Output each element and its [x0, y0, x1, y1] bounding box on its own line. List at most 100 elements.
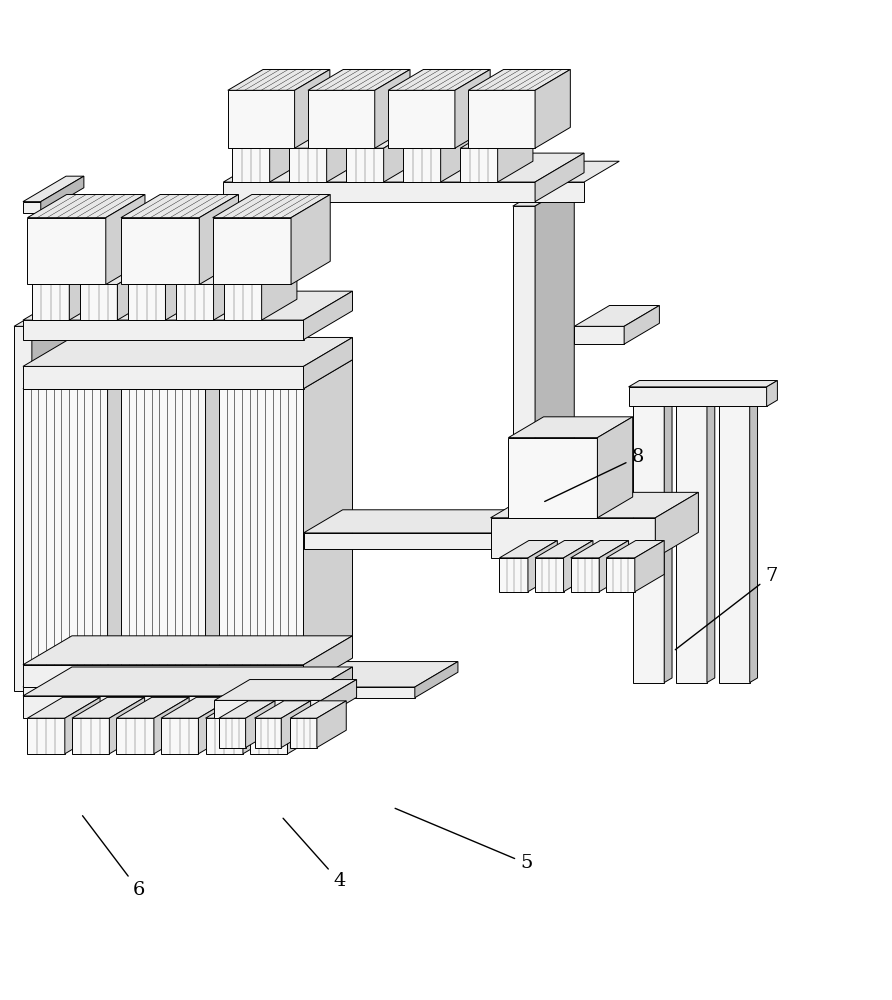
Polygon shape: [633, 402, 672, 406]
Polygon shape: [375, 69, 410, 148]
Polygon shape: [199, 195, 238, 284]
Polygon shape: [232, 148, 269, 182]
Polygon shape: [607, 541, 665, 558]
Polygon shape: [294, 202, 312, 213]
Polygon shape: [289, 127, 362, 148]
Polygon shape: [326, 127, 362, 182]
Polygon shape: [468, 90, 535, 148]
Polygon shape: [214, 680, 357, 700]
Polygon shape: [346, 127, 419, 148]
Polygon shape: [629, 387, 766, 406]
Polygon shape: [531, 161, 566, 202]
Polygon shape: [232, 127, 305, 148]
Polygon shape: [23, 291, 352, 320]
Polygon shape: [571, 541, 629, 558]
Polygon shape: [508, 417, 632, 438]
Polygon shape: [635, 541, 665, 592]
Polygon shape: [245, 701, 275, 748]
Polygon shape: [303, 533, 513, 549]
Polygon shape: [72, 697, 145, 718]
Polygon shape: [121, 195, 238, 218]
Polygon shape: [23, 320, 303, 340]
Polygon shape: [72, 718, 110, 754]
Polygon shape: [80, 264, 153, 284]
Polygon shape: [303, 360, 352, 665]
Polygon shape: [176, 284, 213, 320]
Polygon shape: [388, 90, 455, 148]
Polygon shape: [403, 148, 441, 182]
Polygon shape: [165, 264, 201, 320]
Polygon shape: [707, 402, 714, 683]
Polygon shape: [121, 389, 205, 665]
Polygon shape: [23, 696, 303, 718]
Polygon shape: [198, 697, 234, 754]
Polygon shape: [290, 701, 346, 718]
Polygon shape: [312, 176, 356, 213]
Polygon shape: [23, 337, 352, 366]
Polygon shape: [531, 182, 584, 202]
Text: 5: 5: [395, 808, 533, 872]
Polygon shape: [719, 406, 749, 683]
Polygon shape: [308, 90, 375, 148]
Polygon shape: [321, 680, 357, 718]
Polygon shape: [498, 127, 533, 182]
Polygon shape: [23, 636, 352, 665]
Polygon shape: [535, 558, 564, 592]
Polygon shape: [513, 206, 535, 482]
Polygon shape: [749, 402, 757, 683]
Polygon shape: [441, 127, 476, 182]
Polygon shape: [161, 718, 198, 754]
Polygon shape: [32, 284, 70, 320]
Polygon shape: [32, 264, 104, 284]
Polygon shape: [513, 183, 574, 206]
Polygon shape: [303, 337, 352, 389]
Polygon shape: [219, 701, 275, 718]
Polygon shape: [535, 183, 574, 482]
Polygon shape: [269, 127, 305, 182]
Text: 8: 8: [545, 448, 644, 501]
Polygon shape: [571, 558, 599, 592]
Polygon shape: [303, 636, 352, 687]
Polygon shape: [384, 127, 419, 182]
Polygon shape: [500, 541, 558, 558]
Polygon shape: [118, 264, 153, 320]
Polygon shape: [214, 700, 321, 718]
Polygon shape: [128, 264, 201, 284]
Polygon shape: [32, 301, 75, 691]
Polygon shape: [14, 301, 75, 326]
Polygon shape: [161, 697, 234, 718]
Polygon shape: [176, 264, 249, 284]
Polygon shape: [223, 182, 535, 202]
Text: 6: 6: [83, 816, 145, 899]
Polygon shape: [303, 291, 352, 340]
Polygon shape: [23, 667, 352, 696]
Polygon shape: [468, 69, 570, 90]
Polygon shape: [289, 148, 326, 182]
Polygon shape: [14, 326, 32, 691]
Polygon shape: [121, 360, 254, 389]
Polygon shape: [23, 360, 157, 389]
Polygon shape: [388, 69, 491, 90]
Polygon shape: [254, 701, 310, 718]
Polygon shape: [287, 697, 323, 754]
Polygon shape: [28, 218, 106, 284]
Polygon shape: [291, 195, 330, 284]
Polygon shape: [303, 667, 352, 718]
Polygon shape: [574, 305, 659, 326]
Polygon shape: [223, 153, 584, 182]
Polygon shape: [70, 264, 104, 320]
Polygon shape: [598, 417, 632, 518]
Polygon shape: [290, 718, 317, 748]
Polygon shape: [219, 718, 245, 748]
Polygon shape: [535, 69, 570, 148]
Polygon shape: [128, 284, 165, 320]
Polygon shape: [219, 389, 303, 665]
Polygon shape: [205, 718, 243, 754]
Polygon shape: [500, 558, 528, 592]
Polygon shape: [28, 195, 145, 218]
Polygon shape: [28, 718, 65, 754]
Polygon shape: [294, 69, 330, 148]
Polygon shape: [281, 701, 310, 748]
Polygon shape: [317, 701, 346, 748]
Polygon shape: [574, 326, 624, 344]
